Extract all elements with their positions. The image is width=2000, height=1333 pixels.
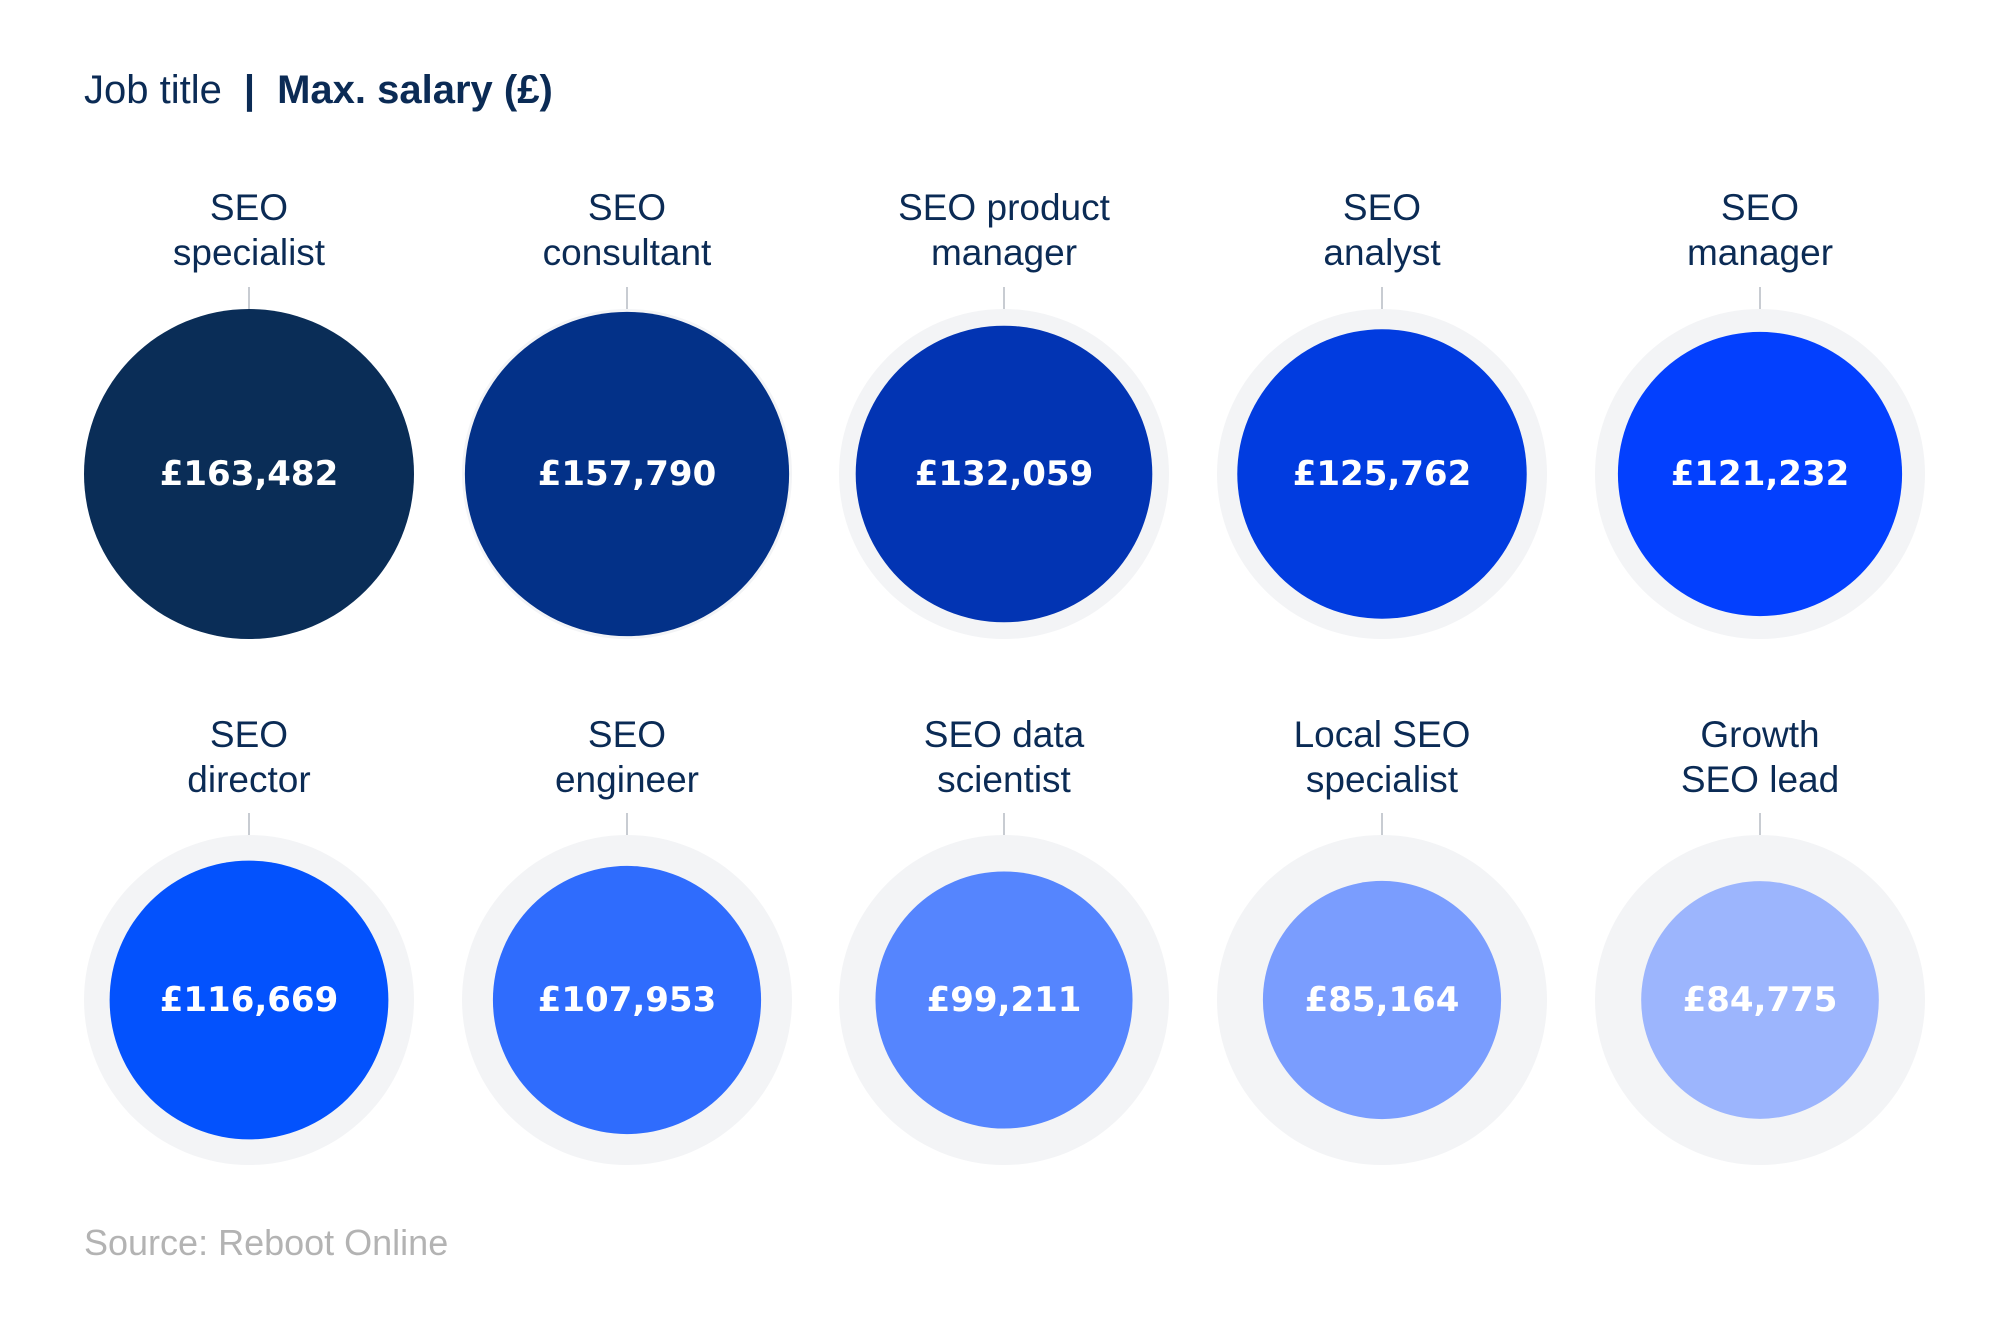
- job-title-label: Local SEO: [1294, 714, 1471, 755]
- job-title-label: SEO data: [924, 714, 1085, 755]
- job-title-label: specialist: [1306, 759, 1459, 800]
- salary-bubble: [1641, 881, 1879, 1119]
- value-label: £132,059: [915, 454, 1094, 494]
- salary-bubble: [1617, 331, 1903, 617]
- job-title-label: SEO product: [898, 187, 1111, 228]
- value-label: £84,775: [1683, 980, 1838, 1020]
- value-label: £121,232: [1671, 454, 1850, 494]
- salary-bubble: [855, 325, 1153, 623]
- job-title-label: manager: [931, 232, 1077, 273]
- header-separator: |: [243, 68, 256, 112]
- value-label: £85,164: [1305, 980, 1460, 1020]
- salary-bubble: [1262, 880, 1502, 1120]
- job-title-label: SEO: [1343, 187, 1421, 228]
- metric-label: Max. salary (£): [277, 68, 553, 112]
- salary-bubble: [492, 865, 762, 1135]
- job-title-label: engineer: [555, 759, 699, 800]
- source-note: Source: Reboot Online: [84, 1222, 449, 1263]
- dimension-label: Job title: [84, 68, 222, 112]
- value-label: £157,790: [538, 454, 717, 494]
- salary-bubble: [109, 860, 389, 1140]
- salary-bubble: [1237, 329, 1527, 619]
- job-title-label: scientist: [937, 759, 1071, 800]
- chart-header: Job title | Max. salary (£): [84, 68, 553, 113]
- job-title-label: SEO: [210, 187, 288, 228]
- job-title-label: SEO: [1721, 187, 1799, 228]
- job-title-label: SEO: [588, 187, 666, 228]
- job-title-label: specialist: [173, 232, 326, 273]
- salary-bubble: [875, 871, 1133, 1129]
- value-label: £99,211: [927, 980, 1082, 1020]
- job-title-label: director: [187, 759, 310, 800]
- job-title-label: SEO lead: [1681, 759, 1839, 800]
- salary-bubble: [84, 309, 414, 639]
- value-label: £107,953: [538, 980, 717, 1020]
- value-label: £163,482: [160, 454, 339, 494]
- value-label: £116,669: [160, 980, 339, 1020]
- job-title-label: Growth: [1700, 714, 1819, 755]
- job-title-label: manager: [1687, 232, 1833, 273]
- job-title-label: SEO: [210, 714, 288, 755]
- value-label: £125,762: [1293, 454, 1472, 494]
- job-title-label: consultant: [543, 232, 712, 273]
- job-title-label: analyst: [1323, 232, 1441, 273]
- job-title-label: SEO: [588, 714, 666, 755]
- salary-bubble: [464, 311, 790, 637]
